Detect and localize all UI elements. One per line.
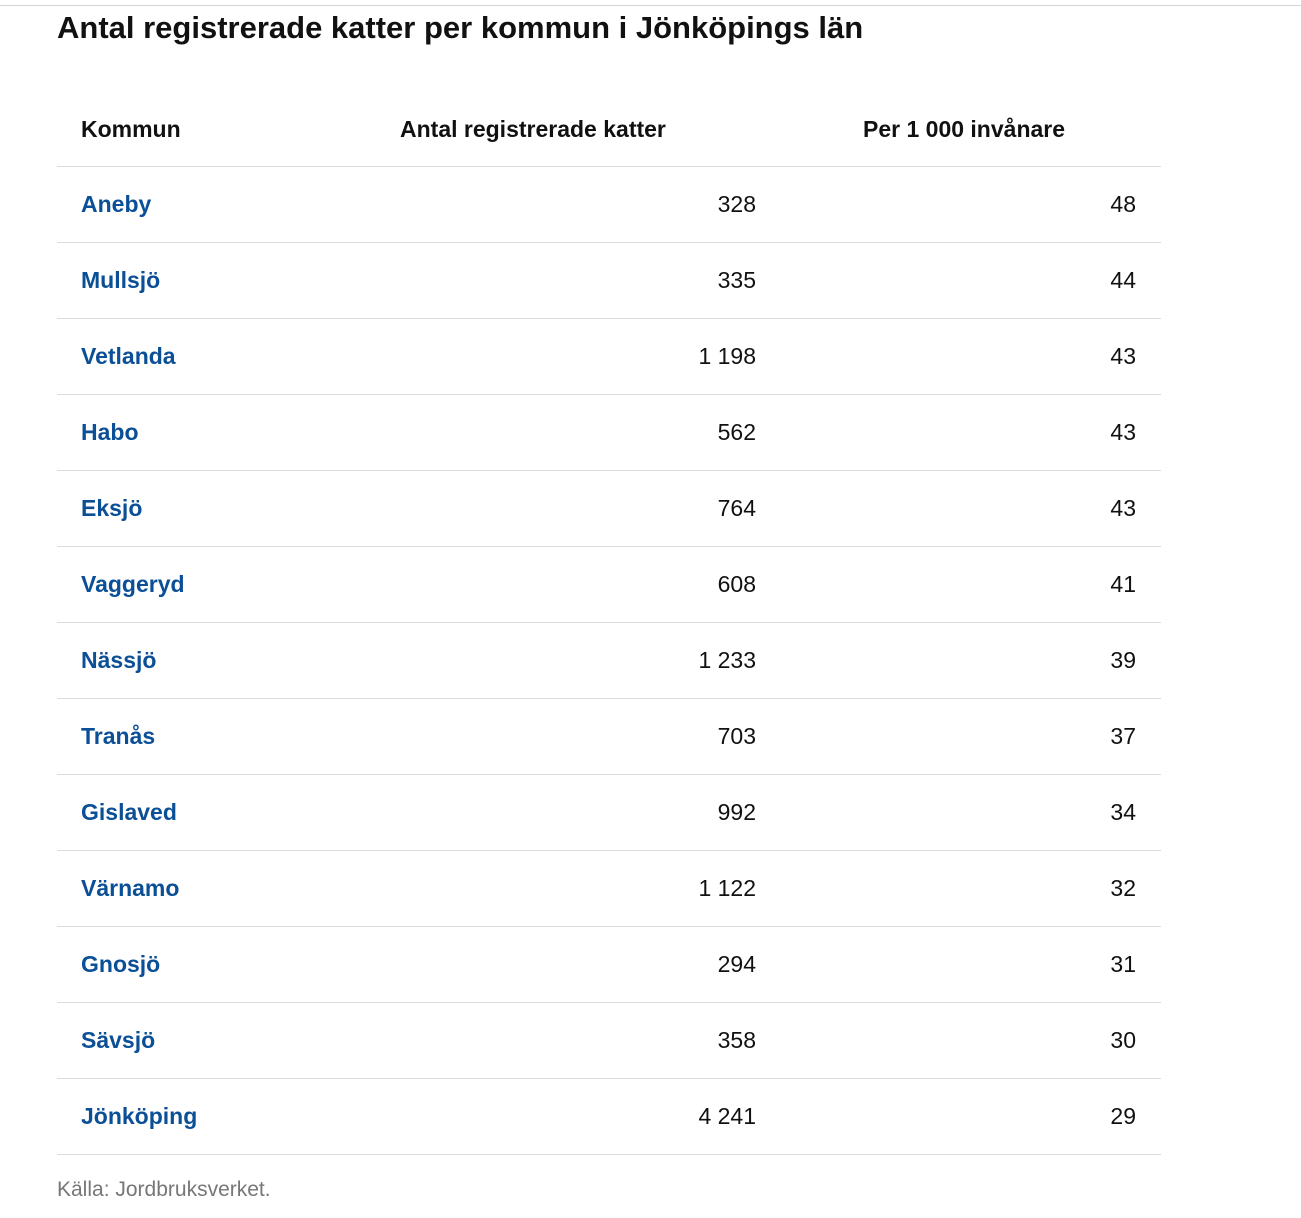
cats-table: Kommun Antal registrerade katter Per 1 0…: [57, 92, 1161, 1155]
kommun-link[interactable]: Vetlanda: [81, 343, 176, 369]
table-row: Sävsjö 358 30: [57, 1003, 1161, 1079]
table-body: Aneby 328 48 Mullsjö 335 44 Vetlanda 1 198 43 Hab…: [57, 167, 1161, 1155]
kommun-link[interactable]: Gislaved: [81, 799, 177, 825]
table-row: Aneby 328 48: [57, 167, 1161, 243]
kommun-link[interactable]: Jönköping: [81, 1103, 198, 1129]
page-title: Antal registrerade katter per kommun i J…: [57, 10, 864, 45]
table-row: Gislaved 992 34: [57, 775, 1161, 851]
antal-cell: 992: [717, 799, 756, 825]
column-header-per-1000[interactable]: Per 1 000 invånare: [863, 116, 1066, 142]
kommun-link[interactable]: Värnamo: [81, 875, 180, 901]
table-row: Vetlanda 1 198 43: [57, 319, 1161, 395]
per-1000-cell: 31: [1110, 951, 1136, 977]
table-row: Gnosjö 294 31: [57, 927, 1161, 1003]
table-row: Mullsjö 335 44: [57, 243, 1161, 319]
per-1000-cell: 43: [1110, 343, 1136, 369]
table-row: Nässjö 1 233 39: [57, 623, 1161, 699]
per-1000-cell: 39: [1110, 647, 1136, 673]
antal-cell: 4 241: [698, 1103, 756, 1129]
table-header-row: Kommun Antal registrerade katter Per 1 0…: [57, 92, 1161, 167]
per-1000-cell: 37: [1110, 723, 1136, 749]
kommun-link[interactable]: Habo: [81, 419, 139, 445]
table-row: Eksjö 764 43: [57, 471, 1161, 547]
kommun-link[interactable]: Aneby: [81, 191, 152, 217]
column-header-antal[interactable]: Antal registrerade katter: [400, 116, 666, 142]
antal-cell: 562: [717, 419, 756, 445]
kommun-link[interactable]: Eksjö: [81, 495, 143, 521]
source-note: Källa: Jordbruksverket.: [57, 1178, 271, 1201]
per-1000-cell: 30: [1110, 1027, 1136, 1053]
column-header-kommun[interactable]: Kommun: [81, 116, 181, 142]
per-1000-cell: 43: [1110, 495, 1136, 521]
kommun-link[interactable]: Vaggeryd: [81, 571, 185, 597]
table-row: Tranås 703 37: [57, 699, 1161, 775]
kommun-link[interactable]: Gnosjö: [81, 951, 161, 977]
kommun-link[interactable]: Mullsjö: [81, 267, 161, 293]
table-row: Vaggeryd 608 41: [57, 547, 1161, 623]
per-1000-cell: 32: [1110, 875, 1136, 901]
antal-cell: 764: [717, 495, 756, 521]
kommun-link[interactable]: Nässjö: [81, 647, 157, 673]
per-1000-cell: 34: [1110, 799, 1136, 825]
antal-cell: 358: [717, 1027, 756, 1053]
antal-cell: 335: [717, 267, 756, 293]
table-row: Jönköping 4 241 29: [57, 1079, 1161, 1155]
table-row: Värnamo 1 122 32: [57, 851, 1161, 927]
top-divider: [0, 5, 1301, 6]
antal-cell: 608: [717, 571, 756, 597]
antal-cell: 294: [717, 951, 756, 977]
per-1000-cell: 29: [1110, 1103, 1136, 1129]
antal-cell: 1 233: [698, 647, 756, 673]
antal-cell: 1 122: [698, 875, 756, 901]
per-1000-cell: 43: [1110, 419, 1136, 445]
antal-cell: 703: [717, 723, 756, 749]
kommun-link[interactable]: Sävsjö: [81, 1027, 156, 1053]
per-1000-cell: 44: [1110, 267, 1136, 293]
antal-cell: 328: [717, 191, 756, 217]
table-row: Habo 562 43: [57, 395, 1161, 471]
antal-cell: 1 198: [698, 343, 756, 369]
per-1000-cell: 48: [1110, 191, 1136, 217]
kommun-link[interactable]: Tranås: [81, 723, 156, 749]
per-1000-cell: 41: [1110, 571, 1136, 597]
